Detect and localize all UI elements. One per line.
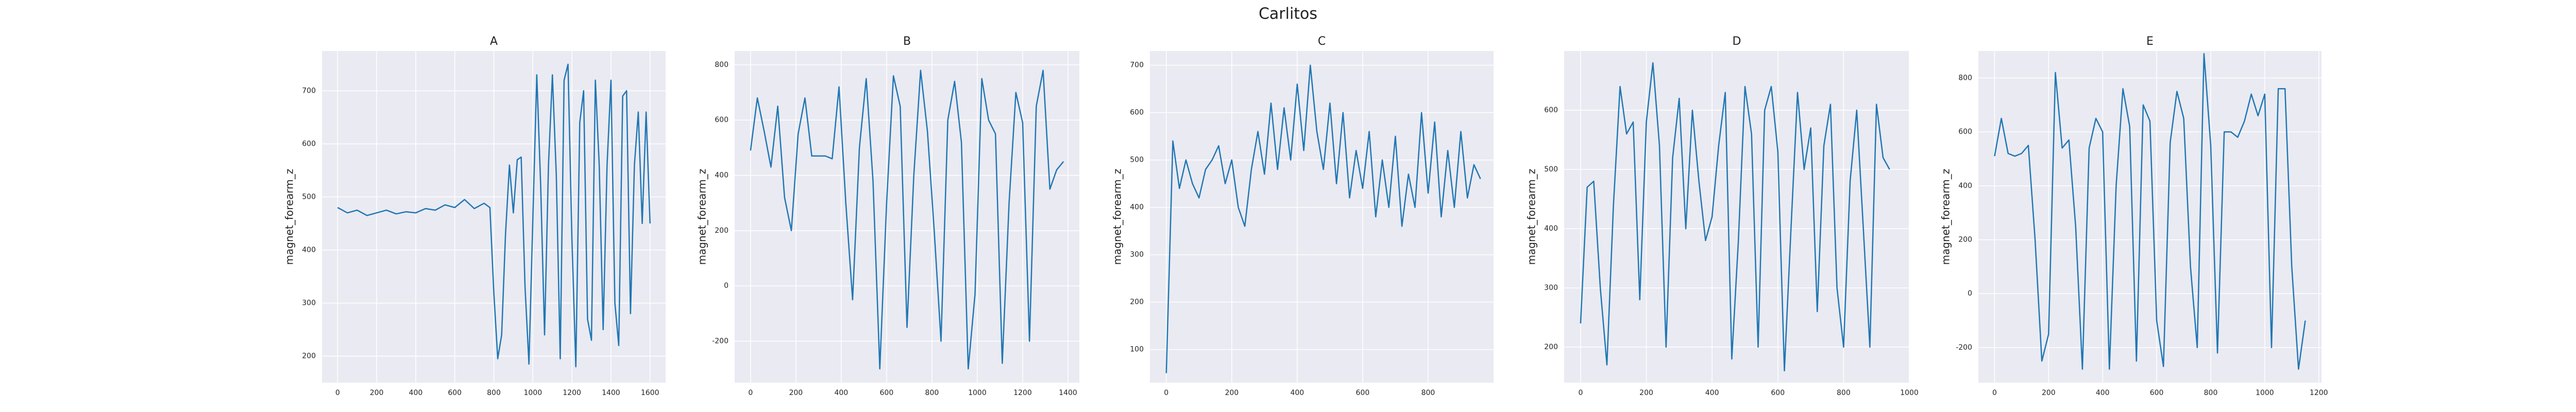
plot-area xyxy=(1564,51,1909,383)
data-line xyxy=(1580,62,1890,372)
x-tick-label: 200 xyxy=(789,389,803,397)
y-tick-label: -200 xyxy=(1956,344,1972,352)
x-tick-label: 1000 xyxy=(2256,389,2274,397)
x-tick-label: 0 xyxy=(748,389,753,397)
y-tick-label: 300 xyxy=(1544,284,1558,292)
x-tick-label: 800 xyxy=(1421,389,1435,397)
x-tick-label: 400 xyxy=(834,389,848,397)
x-tick-label: 400 xyxy=(2096,389,2110,397)
y-tick-label: -200 xyxy=(712,337,728,346)
x-tick-label: 600 xyxy=(1356,389,1370,397)
y-tick-label: 400 xyxy=(1958,182,1972,190)
x-tick-label: 600 xyxy=(880,389,894,397)
y-tick-label: 600 xyxy=(1130,109,1144,117)
x-tick-label: 1000 xyxy=(968,389,987,397)
x-tick-label: 800 xyxy=(1837,389,1851,397)
y-tick-label: 200 xyxy=(1544,343,1558,351)
subplot-title: E xyxy=(2146,35,2154,48)
data-line xyxy=(1994,53,2306,370)
y-tick-label: 500 xyxy=(1544,165,1558,174)
x-tick-label: 400 xyxy=(409,389,423,397)
x-tick-label: 1000 xyxy=(1900,389,1919,397)
y-tick-label: 400 xyxy=(715,171,728,180)
y-tick-label: 200 xyxy=(715,227,728,235)
y-tick-label: 600 xyxy=(302,140,316,148)
x-tick-label: 0 xyxy=(1578,389,1583,397)
data-line xyxy=(750,70,1064,370)
y-tick-label: 400 xyxy=(1130,203,1144,212)
x-tick-label: 800 xyxy=(925,389,939,397)
x-tick-label: 600 xyxy=(448,389,462,397)
y-tick-label: 300 xyxy=(302,299,316,307)
y-tick-label: 400 xyxy=(302,246,316,254)
x-tick-label: 1000 xyxy=(523,389,542,397)
x-tick-label: 200 xyxy=(2042,389,2056,397)
x-tick-label: 1400 xyxy=(1059,389,1077,397)
y-tick-label: 500 xyxy=(302,193,316,201)
x-tick-label: 1200 xyxy=(1013,389,1032,397)
plot-area xyxy=(1150,51,1494,383)
x-tick-label: 1400 xyxy=(602,389,620,397)
x-tick-label: 600 xyxy=(2150,389,2164,397)
y-tick-label: 200 xyxy=(1958,236,1972,244)
x-tick-label: 200 xyxy=(370,389,384,397)
x-tick-label: 800 xyxy=(2204,389,2218,397)
subplot-title: C xyxy=(1318,35,1326,48)
y-tick-label: 100 xyxy=(1130,346,1144,354)
y-axis-label: magnet_forearm_z xyxy=(1940,169,1952,265)
y-tick-label: 600 xyxy=(1958,128,1972,136)
subplot-title: A xyxy=(490,35,498,48)
x-tick-label: 600 xyxy=(1771,389,1785,397)
y-axis-label: magnet_forearm_z xyxy=(283,169,296,265)
plot-area xyxy=(735,51,1079,383)
y-tick-label: 600 xyxy=(715,116,728,124)
y-axis-label: magnet_forearm_z xyxy=(1526,169,1538,265)
y-axis-label: magnet_forearm_z xyxy=(1111,169,1124,265)
x-tick-label: 1200 xyxy=(2310,389,2328,397)
subplot-title: B xyxy=(903,35,911,48)
y-tick-label: 400 xyxy=(1544,225,1558,233)
x-tick-label: 400 xyxy=(1705,389,1719,397)
y-tick-label: 0 xyxy=(1968,289,1972,298)
x-tick-label: 1200 xyxy=(563,389,581,397)
y-tick-label: 200 xyxy=(302,352,316,360)
y-tick-label: 500 xyxy=(1130,156,1144,164)
data-line xyxy=(337,63,651,368)
x-tick-label: 0 xyxy=(1164,389,1168,397)
y-tick-label: 800 xyxy=(1958,74,1972,82)
y-tick-label: 800 xyxy=(715,61,728,69)
plot-area xyxy=(1978,51,2321,383)
x-tick-label: 400 xyxy=(1290,389,1304,397)
y-tick-label: 700 xyxy=(302,87,316,95)
x-tick-label: 800 xyxy=(487,389,501,397)
figure-title: Carlitos xyxy=(1259,5,1317,23)
y-tick-label: 600 xyxy=(1544,106,1558,114)
y-tick-label: 0 xyxy=(724,282,728,290)
data-line xyxy=(1165,64,1481,373)
x-tick-label: 200 xyxy=(1639,389,1653,397)
x-tick-label: 0 xyxy=(335,389,340,397)
y-axis-label: magnet_forearm_z xyxy=(696,169,708,265)
y-tick-label: 200 xyxy=(1130,298,1144,306)
y-tick-label: 300 xyxy=(1130,251,1144,259)
x-tick-label: 1600 xyxy=(641,389,659,397)
y-tick-label: 700 xyxy=(1130,61,1144,70)
x-tick-label: 0 xyxy=(1992,389,1997,397)
subplot-title: D xyxy=(1733,35,1741,48)
x-tick-label: 200 xyxy=(1225,389,1239,397)
